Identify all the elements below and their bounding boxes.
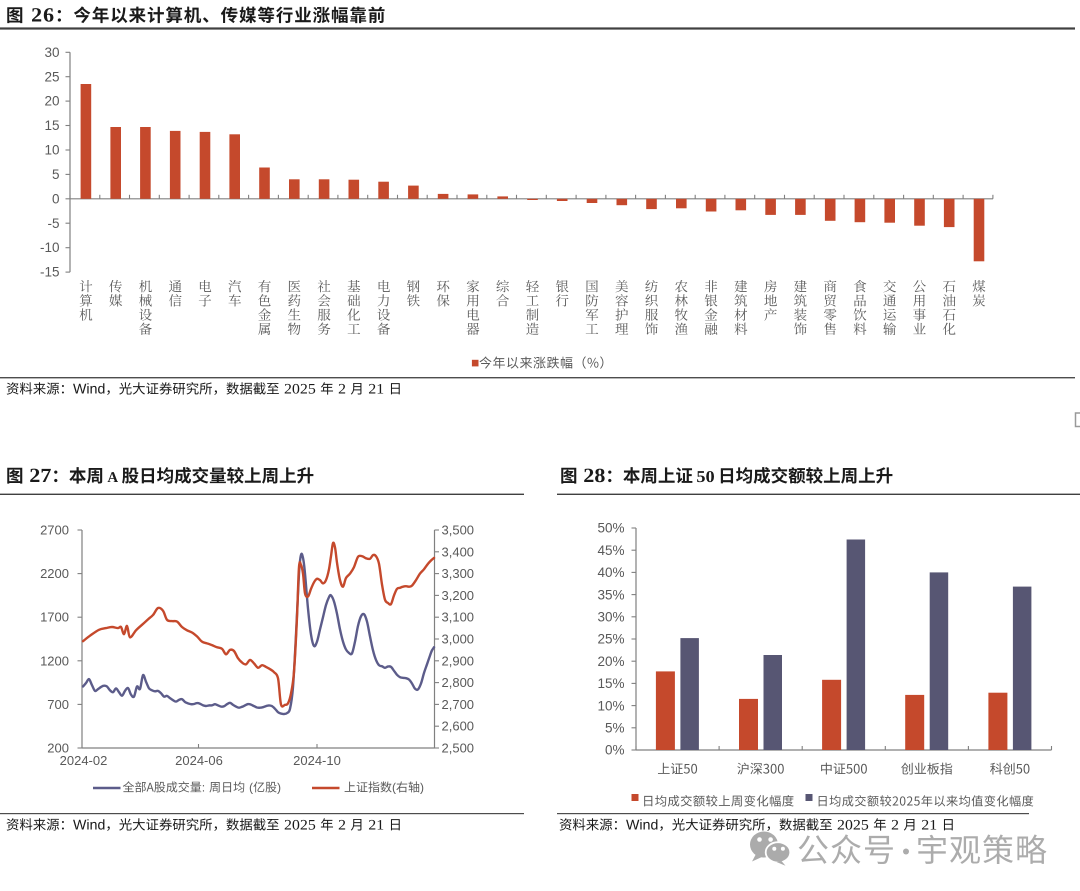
svg-text:2,500: 2,500: [442, 741, 475, 756]
svg-text:2024-06: 2024-06: [175, 753, 223, 768]
svg-text:1200: 1200: [40, 653, 69, 668]
svg-text:700: 700: [47, 697, 69, 712]
svg-text:15: 15: [44, 118, 59, 133]
svg-text:-10: -10: [40, 240, 60, 255]
svg-text:5: 5: [52, 167, 60, 182]
svg-text:-15: -15: [40, 265, 60, 280]
svg-text:35%: 35%: [597, 587, 624, 602]
svg-text:25%: 25%: [597, 632, 624, 647]
svg-text:2024-02: 2024-02: [60, 753, 108, 768]
svg-text:3,300: 3,300: [442, 566, 475, 581]
svg-text:2,600: 2,600: [442, 719, 475, 734]
svg-text:2200: 2200: [40, 566, 69, 581]
svg-text:1700: 1700: [40, 610, 69, 625]
svg-text:40%: 40%: [597, 565, 624, 580]
svg-text:200: 200: [47, 741, 69, 756]
svg-text:2,700: 2,700: [442, 697, 475, 712]
svg-text:0%: 0%: [605, 743, 625, 758]
svg-text:3,500: 3,500: [442, 523, 475, 538]
svg-text:5%: 5%: [605, 721, 625, 736]
svg-text:2024-10: 2024-10: [293, 753, 341, 768]
svg-text:30%: 30%: [597, 610, 624, 625]
svg-text:10%: 10%: [597, 698, 624, 713]
svg-text:15%: 15%: [597, 676, 624, 691]
svg-text:30: 30: [44, 45, 59, 60]
svg-text:3,200: 3,200: [442, 588, 475, 603]
svg-text:45%: 45%: [597, 543, 624, 558]
svg-text:10: 10: [44, 143, 59, 158]
svg-text:3,000: 3,000: [442, 632, 475, 647]
svg-text:2,900: 2,900: [442, 653, 475, 668]
svg-text:2700: 2700: [40, 523, 69, 538]
svg-text:20%: 20%: [597, 654, 624, 669]
svg-text:3,100: 3,100: [442, 610, 475, 625]
svg-text:3,400: 3,400: [442, 544, 475, 559]
svg-text:-5: -5: [47, 216, 59, 231]
svg-text:25: 25: [44, 69, 59, 84]
svg-text:0: 0: [52, 191, 60, 206]
svg-text:20: 20: [44, 94, 59, 109]
svg-text:50%: 50%: [597, 521, 624, 536]
svg-text:2,800: 2,800: [442, 675, 475, 690]
